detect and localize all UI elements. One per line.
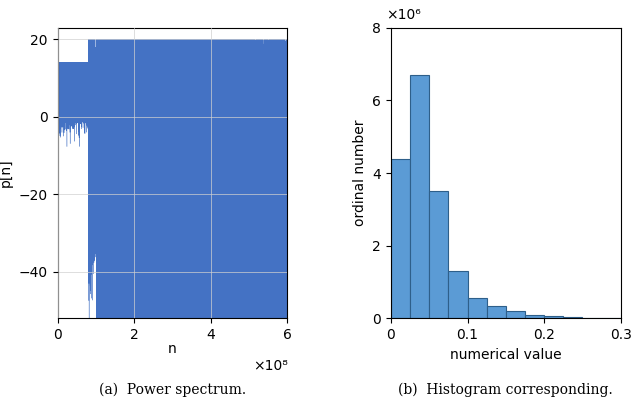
Bar [506, 311, 525, 318]
Bar [429, 191, 449, 318]
Text: ×10⁸: ×10⁸ [253, 359, 287, 373]
Bar [563, 317, 582, 318]
Text: (a)  Power spectrum.: (a) Power spectrum. [99, 382, 246, 397]
Y-axis label: ordinal number: ordinal number [353, 120, 367, 226]
Bar [544, 316, 563, 318]
X-axis label: n: n [168, 342, 177, 356]
Bar [410, 75, 429, 318]
Bar [525, 315, 544, 318]
Bar [468, 298, 486, 318]
Bar [486, 306, 506, 318]
Text: (b)  Histogram corresponding.: (b) Histogram corresponding. [399, 382, 613, 397]
Text: ×10⁶: ×10⁶ [387, 8, 421, 22]
Bar [449, 271, 468, 318]
X-axis label: numerical value: numerical value [450, 348, 562, 362]
Bar [391, 158, 410, 318]
Y-axis label: p[n]: p[n] [0, 159, 13, 187]
